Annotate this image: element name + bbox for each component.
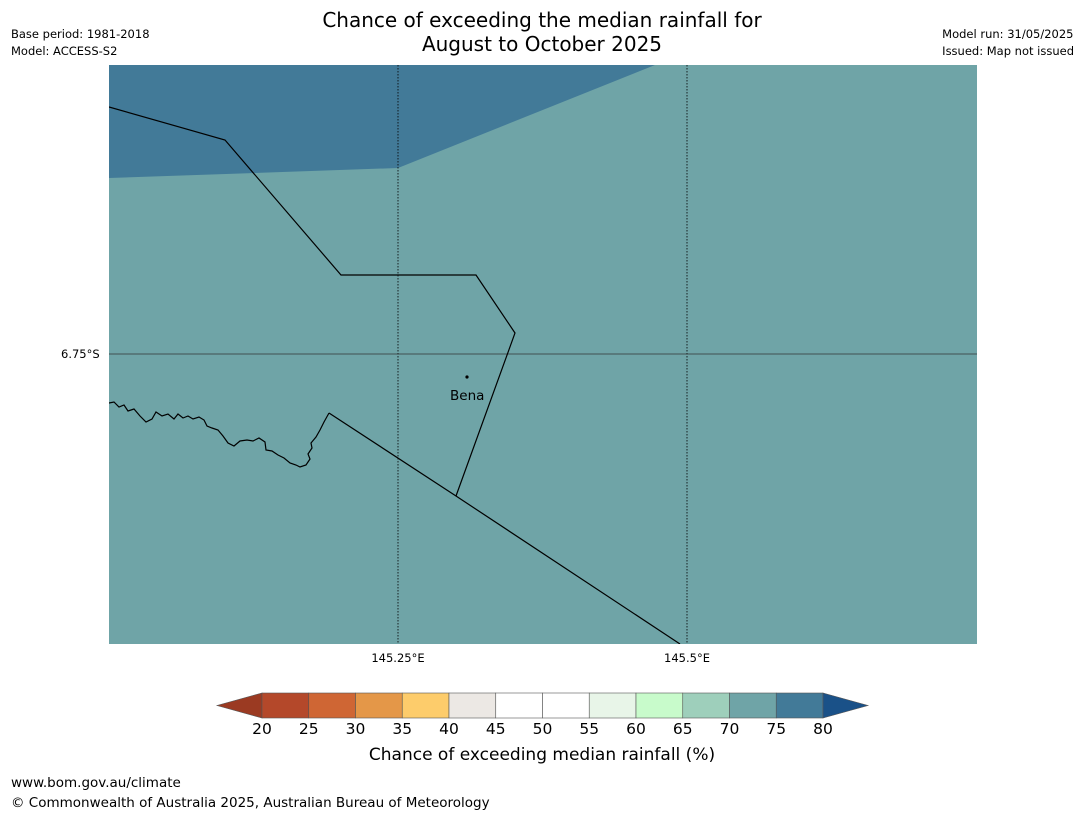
model-run-text: Model run: 31/05/2025	[942, 27, 1074, 41]
colorbar-segment	[495, 692, 543, 719]
map-area	[109, 65, 977, 644]
lon-label-1: 145.25°E	[371, 651, 425, 665]
province-boundary-south	[328, 412, 681, 644]
title-line-2: August to October 2025	[421, 32, 663, 56]
footer-copyright: © Commonwealth of Australia 2025, Austra…	[11, 795, 490, 811]
colorbar-tick-label: 45	[485, 720, 506, 738]
colorbar-tick-label: 25	[298, 720, 319, 738]
colorbar-segment	[775, 692, 824, 719]
colorbar-segment	[729, 692, 777, 719]
colorbar-label: Chance of exceeding median rainfall (%)	[368, 745, 716, 765]
colorbar-segment	[448, 692, 497, 719]
colorbar-tick-label: 65	[672, 720, 693, 738]
colorbar-tick-label: 75	[766, 720, 787, 738]
colorbar	[215, 692, 870, 719]
colorbar-segment	[308, 692, 356, 719]
title-line-1: Chance of exceeding the median rainfall …	[322, 8, 762, 32]
colorbar-segment	[588, 692, 637, 719]
colorbar-segment	[401, 692, 450, 719]
place-label-bena: Bena	[450, 388, 485, 404]
lat-label: 6.75°S	[61, 347, 100, 361]
meta-left: Base period: 1981-2018 Model: ACCESS-S2	[11, 26, 150, 60]
colorbar-segment	[682, 692, 730, 719]
issued-text: Issued: Map not issued	[942, 44, 1074, 58]
colorbar-arrow-low	[215, 692, 263, 719]
colorbar-segment	[261, 692, 310, 719]
base-period-text: Base period: 1981-2018	[11, 27, 150, 41]
upper-region	[109, 65, 655, 178]
colorbar-tick-label: 35	[392, 720, 413, 738]
map-title: Chance of exceeding the median rainfall …	[242, 8, 842, 56]
colorbar-tick-label: 20	[252, 720, 272, 738]
meta-right: Model run: 31/05/2025 Issued: Map not is…	[942, 26, 1074, 60]
colorbar-tick-label: 55	[579, 720, 600, 738]
lon-label-2: 145.5°E	[664, 651, 710, 665]
model-text: Model: ACCESS-S2	[11, 44, 118, 58]
footer-url[interactable]: www.bom.gov.au/climate	[11, 775, 181, 791]
colorbar-tick-label: 30	[345, 720, 366, 738]
bena-marker	[465, 375, 469, 379]
colorbar-tick-label: 80	[813, 720, 833, 738]
colorbar-tick-label: 70	[719, 720, 740, 738]
colorbar-tick-label: 40	[439, 720, 459, 738]
coastline	[109, 401, 330, 468]
colorbar-segment	[635, 692, 684, 719]
colorbar-tick-label: 60	[626, 720, 646, 738]
colorbar-tick-label: 50	[532, 720, 553, 738]
colorbar-segment	[355, 692, 403, 719]
colorbar-segment	[542, 692, 590, 719]
province-boundary	[109, 106, 516, 497]
colorbar-arrow-high	[822, 692, 870, 719]
